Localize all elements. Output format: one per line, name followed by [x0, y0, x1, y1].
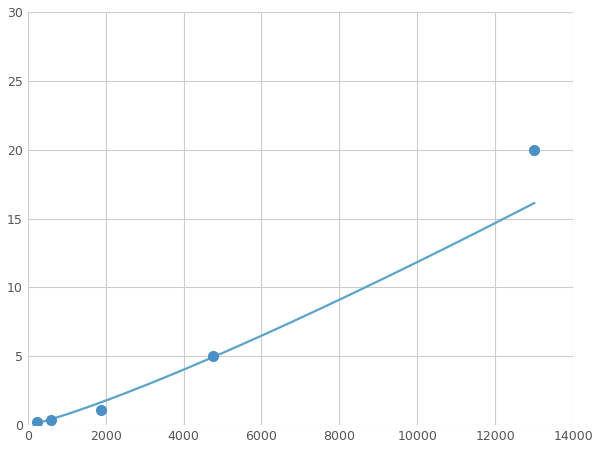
Point	[208, 353, 218, 360]
Point	[529, 146, 539, 153]
Point	[46, 416, 56, 423]
Point	[32, 419, 42, 426]
Point	[96, 406, 106, 414]
